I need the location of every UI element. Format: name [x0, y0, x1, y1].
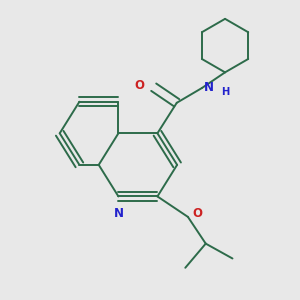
Text: N: N	[113, 207, 123, 220]
Text: O: O	[192, 207, 203, 220]
Text: H: H	[221, 87, 230, 98]
Text: N: N	[204, 82, 214, 94]
Text: O: O	[134, 79, 144, 92]
